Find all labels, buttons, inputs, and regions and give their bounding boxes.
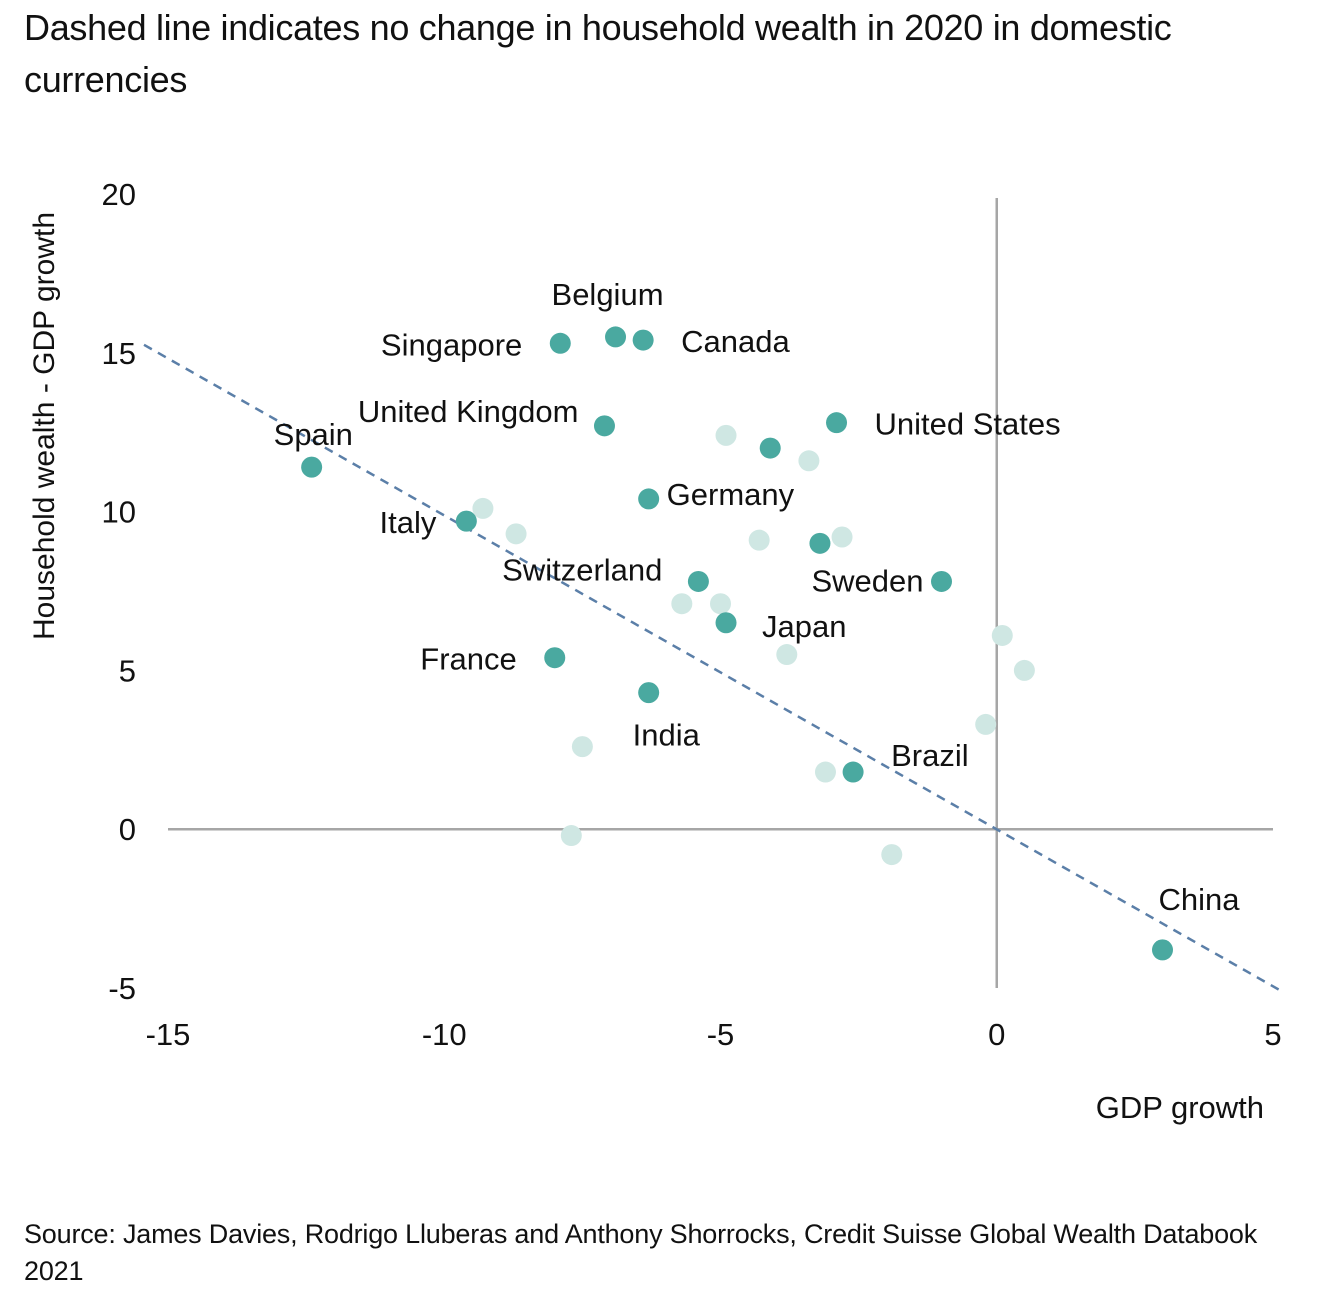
- other-country-point: [831, 526, 853, 548]
- no-change-dashed-line: [143, 343, 1284, 994]
- axes: [168, 198, 1273, 988]
- label-brazil: Brazil: [891, 738, 969, 773]
- other-country-point: [505, 523, 527, 545]
- data-points: [301, 326, 1173, 961]
- scatter-chart: -5 0 5 10 15 20 -15 -10 -5 0 5 Belgium Singapore Can…: [28, 177, 1284, 1125]
- x-tick-label: -15: [146, 1017, 191, 1052]
- point-belgium: [605, 326, 627, 348]
- other-country-point: [776, 644, 798, 666]
- other-country-point: [571, 736, 593, 758]
- label-spain: Spain: [274, 417, 353, 452]
- y-tick-label: 5: [119, 653, 136, 688]
- other-country-point: [1013, 659, 1035, 681]
- other-country-point: [715, 424, 737, 446]
- x-axis-label: GDP growth: [1096, 1090, 1264, 1125]
- label-switzerland: Switzerland: [502, 552, 662, 587]
- other-country-point: [814, 761, 836, 783]
- label-canada: Canada: [681, 324, 790, 359]
- point-japan: [715, 612, 737, 634]
- point-labels: Belgium Singapore Canada United Kingdom Unit…: [274, 277, 1241, 917]
- x-tick-label: -5: [707, 1017, 735, 1052]
- other-country-point: [798, 450, 820, 472]
- point-france: [544, 647, 566, 669]
- point-spain: [301, 456, 323, 478]
- label-japan: Japan: [762, 609, 846, 644]
- other-country-point: [671, 593, 693, 615]
- label-germany: Germany: [667, 477, 795, 512]
- other-country-point: [748, 529, 770, 551]
- label-italy: Italy: [379, 505, 436, 540]
- x-tick-label: -10: [422, 1017, 467, 1052]
- label-india: India: [633, 718, 701, 753]
- other-country-point: [560, 825, 582, 847]
- label-singapore: Singapore: [381, 327, 522, 362]
- y-tick-label: 0: [119, 812, 136, 847]
- y-axis-label: Household wealth - GDP growth: [28, 212, 61, 640]
- label-united-states: United States: [875, 407, 1061, 442]
- highlighted-point: [809, 532, 831, 554]
- other-country-point: [881, 844, 903, 866]
- x-tick-label: 5: [1264, 1017, 1281, 1052]
- point-switzerland: [687, 570, 709, 592]
- chart-title: Dashed line indicates no change in house…: [24, 7, 1172, 100]
- point-united-kingdom: [593, 415, 615, 437]
- source-note: Source: James Davies, Rodrigo Lluberas a…: [24, 1219, 1258, 1286]
- y-tick-label: 20: [102, 177, 136, 212]
- y-tick-label: 10: [102, 495, 136, 530]
- point-united-states: [826, 412, 848, 434]
- label-sweden: Sweden: [811, 563, 923, 598]
- reference-line-group: [143, 343, 1284, 994]
- label-belgium: Belgium: [552, 277, 664, 312]
- point-italy: [455, 510, 477, 532]
- label-china: China: [1159, 882, 1241, 917]
- point-germany: [638, 488, 660, 510]
- point-brazil: [842, 761, 864, 783]
- other-country-point: [472, 497, 494, 519]
- y-tick-label: 15: [102, 336, 136, 371]
- label-united-kingdom: United Kingdom: [358, 394, 579, 429]
- point-sweden: [931, 570, 952, 592]
- other-country-point: [975, 713, 997, 735]
- point-canada: [632, 329, 654, 351]
- point-singapore: [549, 332, 571, 354]
- y-tick-label: -5: [108, 971, 136, 1006]
- point-india: [638, 682, 660, 704]
- other-country-point: [991, 624, 1013, 646]
- x-tick-label: 0: [988, 1017, 1005, 1052]
- tick-labels: -5 0 5 10 15 20 -15 -10 -5 0 5: [102, 177, 1282, 1052]
- highlighted-point: [759, 437, 781, 459]
- label-france: France: [420, 642, 516, 677]
- other-country-point: [710, 593, 731, 615]
- point-china: [1152, 939, 1173, 961]
